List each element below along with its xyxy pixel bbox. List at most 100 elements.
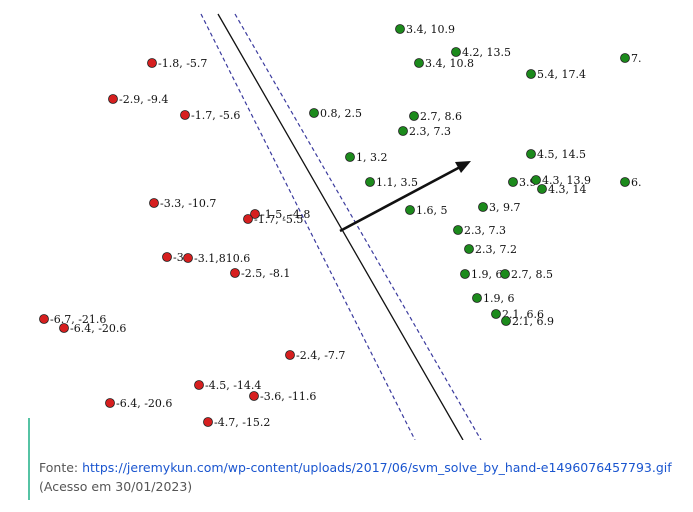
red-point-dot	[285, 350, 295, 360]
green-point-dot	[453, 225, 463, 235]
red-point-label: -6.7, -21.6	[50, 313, 106, 326]
green-point: 2.7, 8.6	[409, 110, 462, 123]
red-point-label: -1.8, -5.7	[158, 57, 207, 70]
green-point: 3, 9.7	[478, 201, 521, 214]
green-point-dot	[409, 111, 419, 121]
margin-line-left	[200, 13, 416, 440]
green-point-dot	[526, 69, 536, 79]
red-point-dot	[194, 380, 204, 390]
green-point: 5.4, 17.4	[526, 68, 586, 81]
red-point-dot	[162, 252, 172, 262]
green-point: 3.4, 10.8	[414, 57, 474, 70]
red-point-dot	[250, 209, 260, 219]
green-point-dot	[526, 149, 536, 159]
red-point-dot	[149, 198, 159, 208]
green-point-label: 1, 3.2	[356, 151, 388, 164]
red-point: -3.6, -11.6	[249, 390, 316, 403]
green-point-dot	[309, 108, 319, 118]
red-point-dot	[39, 314, 49, 324]
red-point: -2.4, -7.7	[285, 349, 345, 362]
red-point-dot	[203, 417, 213, 427]
green-point-label: 3, 9.7	[489, 201, 521, 214]
green-point-label: 3.4, 10.8	[425, 57, 474, 70]
green-point: 1.9, 6	[472, 292, 515, 305]
red-point: -4.7, -15.2	[203, 416, 270, 429]
points-layer: -1.8, -5.7 -2.9, -9.4 -1.7, -5.6 -3.3, -10.…	[39, 23, 642, 429]
green-point: 2.7, 8.5	[500, 268, 553, 281]
green-point-label: 2.1, 6.6	[502, 308, 544, 321]
green-point: 4.3, 13.9	[531, 174, 591, 187]
green-point-dot	[460, 269, 470, 279]
green-point: 2.1, 6.9	[501, 315, 554, 328]
caption-prefix: Fonte:	[39, 460, 83, 475]
red-point-label: -6.4, -20.6	[116, 397, 172, 410]
green-point: 4.3, 14	[537, 183, 586, 196]
green-point: 1, 3.2	[345, 151, 388, 164]
green-point: 2.1, 6.6	[491, 308, 544, 321]
green-point-dot	[451, 47, 461, 57]
green-point-dot	[405, 205, 415, 215]
green-point-dot	[491, 309, 501, 319]
red-point: -6.4, -20.6	[59, 322, 126, 335]
green-point-dot	[478, 202, 488, 212]
green-point-label: 1.9, 6	[483, 292, 515, 305]
caption-access-date: (Acesso em 30/01/2023)	[39, 479, 193, 494]
green-point-label: 2.3, 7.3	[409, 125, 451, 138]
green-point-label: 7.	[631, 52, 642, 65]
green-point-label: 5.4, 17.4	[537, 68, 586, 81]
green-point-label: 0.8, 2.5	[320, 107, 362, 120]
red-point-label: -3.	[173, 251, 187, 264]
green-point-label: 4.3, 14	[548, 183, 586, 196]
green-point-dot	[464, 244, 474, 254]
red-point: -6.4, -20.6	[105, 397, 172, 410]
red-point-label: -2.9, -9.4	[119, 93, 168, 106]
green-point-label: 4.5, 14.5	[537, 148, 586, 161]
green-point: 1.9, 6.	[460, 268, 506, 281]
green-point-dot	[537, 184, 547, 194]
red-point-label: -1.7, -5.5	[254, 213, 303, 226]
red-point: -3.1,810.6	[183, 252, 250, 265]
green-point-dot	[472, 293, 482, 303]
red-point-label: -3.3, -10.7	[160, 197, 216, 210]
red-point-label: -6.4, -20.6	[70, 322, 126, 335]
red-point: -4.5, -14.4	[194, 379, 261, 392]
red-point-label: -3.6, -11.6	[260, 390, 316, 403]
green-point: 2.3, 7.2	[464, 243, 517, 256]
red-point-dot	[108, 94, 118, 104]
green-point-label: 2.7, 8.6	[420, 110, 462, 123]
green-point-label: 6.	[631, 176, 642, 189]
green-point-label: 2.7, 8.5	[511, 268, 553, 281]
green-point: 7.	[620, 52, 642, 65]
red-point: -3.3, -10.7	[149, 197, 216, 210]
red-point-label: -3.1,810.6	[194, 252, 250, 265]
green-point-dot	[620, 53, 630, 63]
red-point-label: -2.4, -7.7	[296, 349, 345, 362]
red-point: -3.	[162, 251, 187, 264]
green-point-dot	[620, 177, 630, 187]
red-point: -2.5, -8.1	[230, 267, 290, 280]
arrow-head	[455, 161, 471, 173]
green-point: 2.3, 7.3	[453, 224, 506, 237]
green-point-dot	[531, 175, 541, 185]
red-point-dot	[105, 398, 115, 408]
red-point-label: -1.5, -4.8	[261, 208, 310, 221]
green-point-label: 1.9, 6.	[471, 268, 506, 281]
green-point-dot	[500, 269, 510, 279]
source-link[interactable]: https://jeremykun.com/wp-content/uploads…	[82, 460, 672, 475]
green-point: 4.2, 13.5	[451, 46, 511, 59]
green-point-dot	[508, 177, 518, 187]
red-point: -2.9, -9.4	[108, 93, 168, 106]
normal-vector-arrow	[339, 164, 463, 233]
margin-line-right	[234, 13, 482, 440]
green-point: 0.8, 2.5	[309, 107, 362, 120]
red-point-dot	[230, 268, 240, 278]
green-point: 4.5, 14.5	[526, 148, 586, 161]
green-point-label: 2.3, 7.3	[464, 224, 506, 237]
red-point-label: -1.7, -5.6	[191, 109, 240, 122]
svm-figure: -1.8, -5.7 -2.9, -9.4 -1.7, -5.6 -3.3, -10.…	[18, 10, 678, 440]
red-point-label: -4.7, -15.2	[214, 416, 270, 429]
source-caption: Fonte: https://jeremykun.com/wp-content/…	[28, 418, 678, 500]
svm-scatter-svg: -1.8, -5.7 -2.9, -9.4 -1.7, -5.6 -3.3, -10.…	[39, 13, 642, 440]
green-point-label: 2.1, 6.9	[512, 315, 554, 328]
red-point: -1.7, -5.5	[243, 213, 303, 226]
